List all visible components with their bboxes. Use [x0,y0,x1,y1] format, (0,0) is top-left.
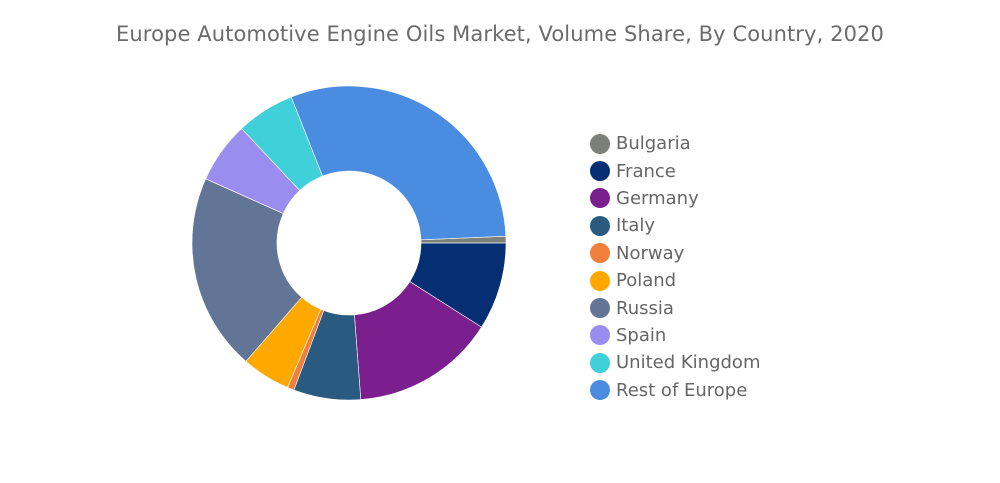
legend-label: Norway [616,242,685,264]
chart-title: Europe Automotive Engine Oils Market, Vo… [116,22,884,46]
legend-label: Rest of Europe [616,379,748,401]
legend-label: United Kingdom [616,352,761,374]
legend-label: Italy [616,215,656,237]
legend-swatch [590,298,610,319]
chart-legend: Bulgaria France Germany Italy Norway Poland Ru… [590,130,850,404]
legend-swatch [590,352,610,373]
legend-label: Poland [616,270,677,292]
legend-swatch [590,325,610,346]
legend-swatch [590,161,610,182]
legend-swatch [590,380,610,401]
legend-item-spain: Spain [590,322,850,349]
legend-item-italy: Italy [590,212,850,239]
legend-swatch [590,133,610,154]
legend-swatch [590,188,610,209]
legend-swatch [590,215,610,236]
legend-item-russia: Russia [590,294,850,321]
legend-item-bulgaria: Bulgaria [590,130,850,157]
slice-rest-of-europe [290,85,507,241]
legend-item-france: France [590,157,850,184]
legend-label: Russia [616,297,674,319]
slice-russia [191,178,303,362]
legend-label: Germany [616,187,699,209]
legend-item-united-kingdom: United Kingdom [590,349,850,376]
legend-label: Bulgaria [616,133,691,155]
legend-swatch [590,270,610,291]
legend-item-rest-of-europe: Rest of Europe [590,377,850,404]
legend-item-germany: Germany [590,185,850,212]
legend-label: Spain [616,324,667,346]
legend-item-poland: Poland [590,267,850,294]
legend-item-norway: Norway [590,240,850,267]
legend-label: France [616,160,676,182]
legend-swatch [590,243,610,264]
